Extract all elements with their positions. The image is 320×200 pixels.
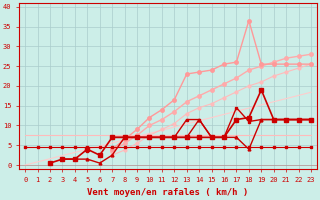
X-axis label: Vent moyen/en rafales ( km/h ): Vent moyen/en rafales ( km/h ) [87,188,249,197]
